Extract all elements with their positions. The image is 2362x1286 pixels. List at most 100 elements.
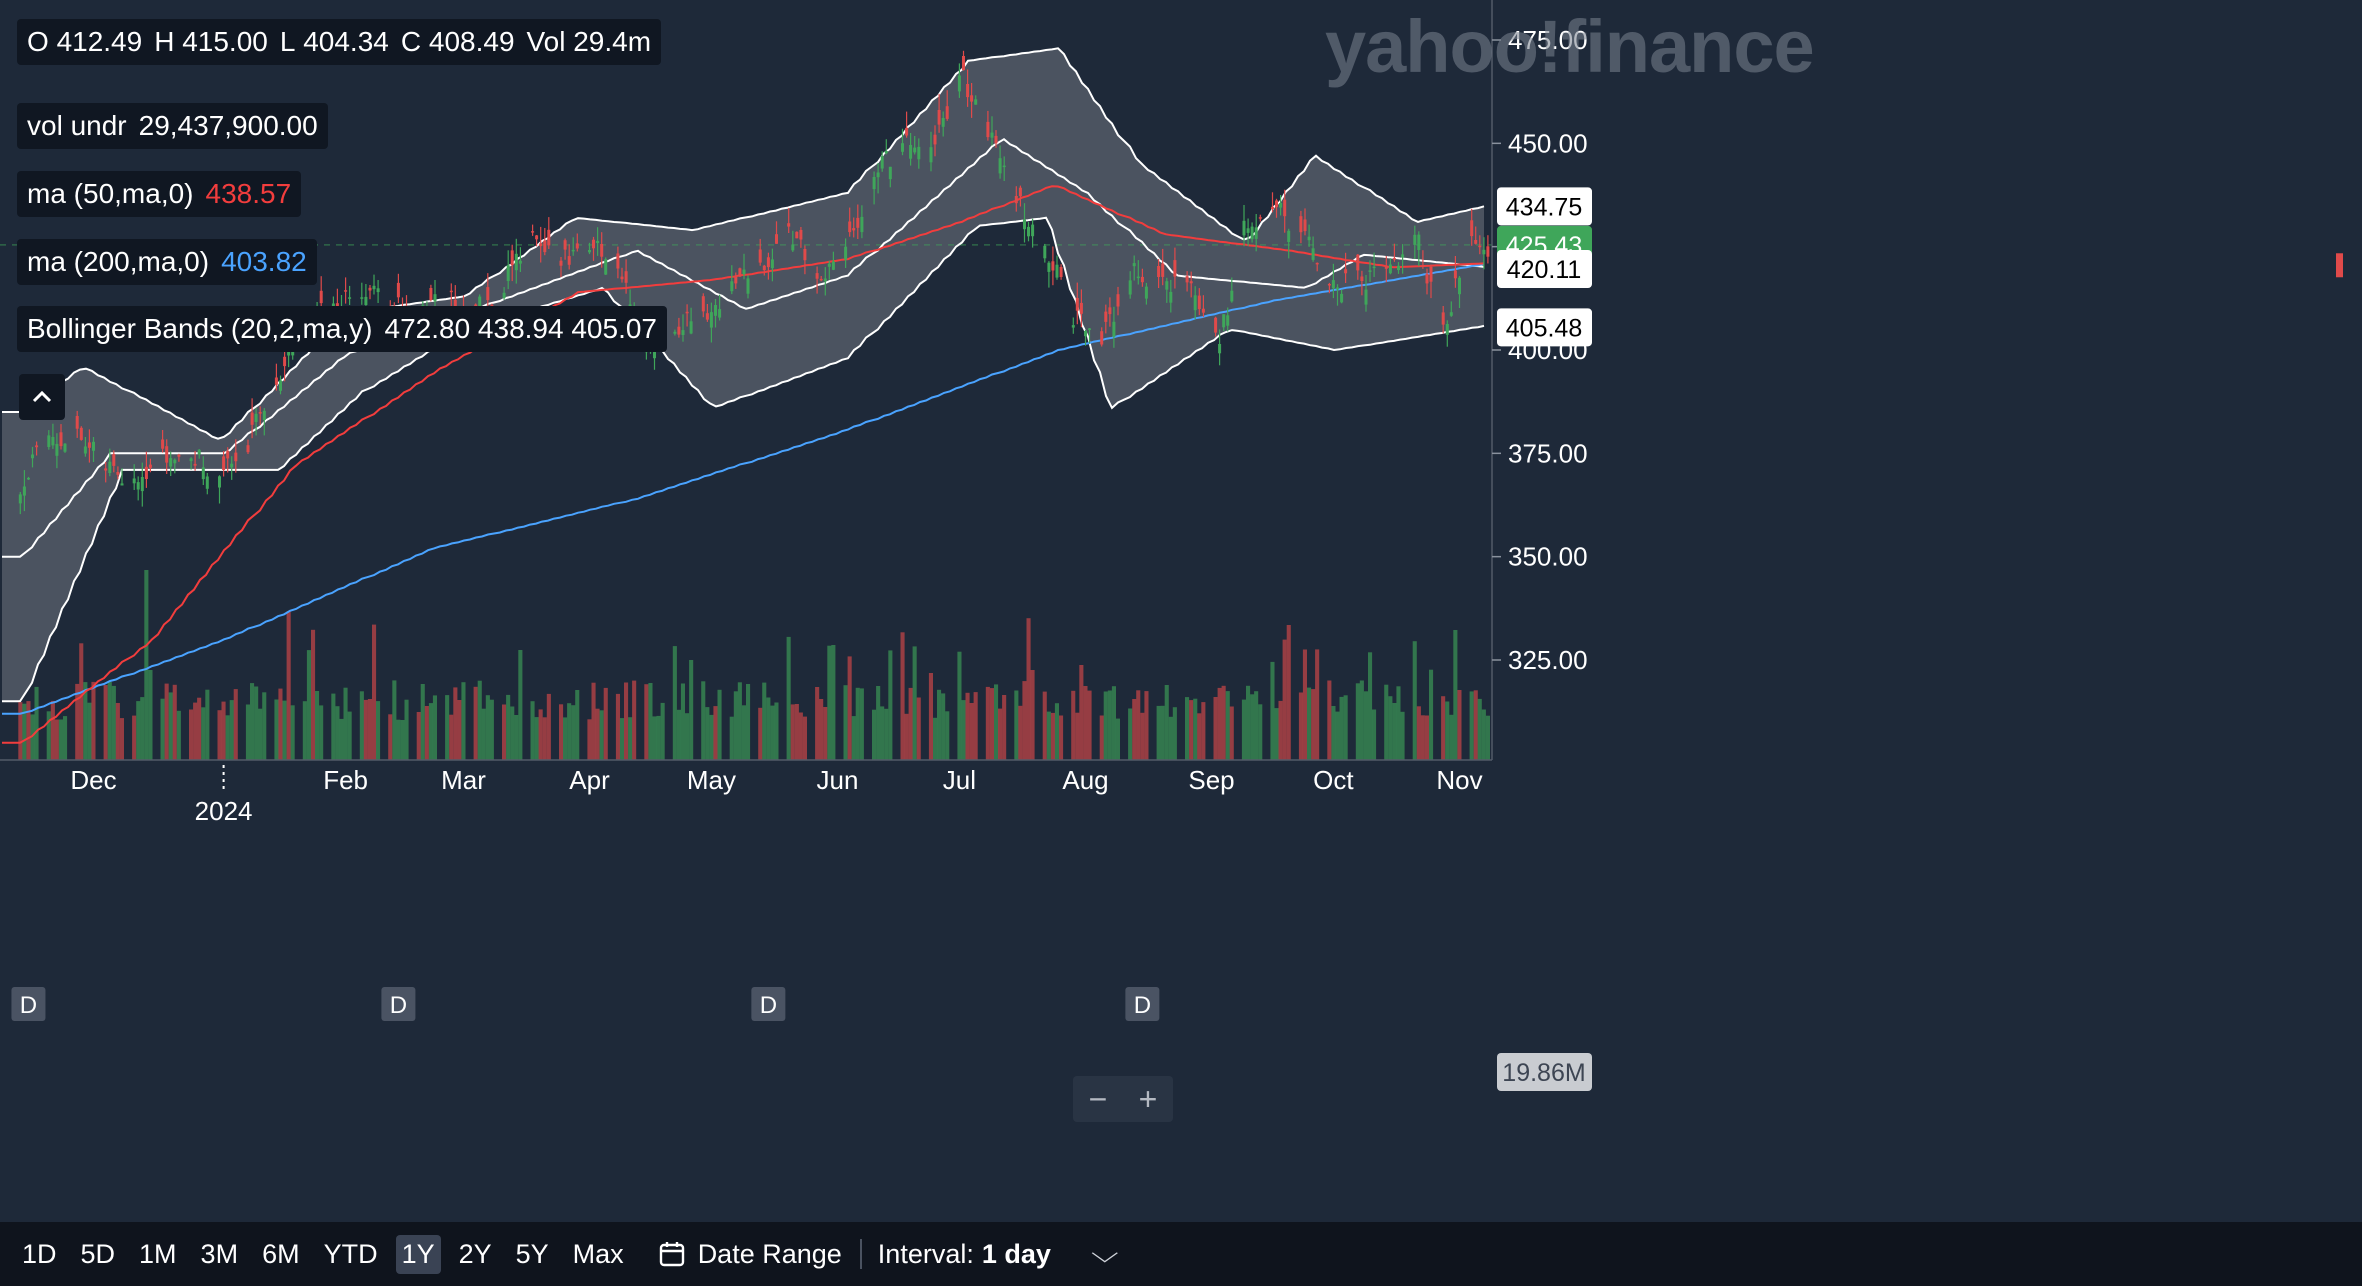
candle-body <box>55 443 59 456</box>
candle-body <box>75 416 79 429</box>
volume-bar <box>115 703 120 760</box>
zoom-in-button[interactable]: + <box>1138 1080 1158 1117</box>
range-1d-button[interactable]: 1D <box>22 1238 57 1269</box>
volume-bar <box>798 712 803 760</box>
indicator-vol-undr[interactable]: vol undr 29,437,900.00 <box>17 103 328 149</box>
volume-value: 29.4m <box>573 26 652 57</box>
candle-body <box>1043 245 1047 259</box>
interval-label: Interval: <box>877 1238 974 1269</box>
candle-body <box>1384 265 1388 269</box>
candle-body <box>1413 234 1417 245</box>
indicator-ma200[interactable]: ma (200,ma,0) 403.82 <box>17 239 317 285</box>
interval-select[interactable]: Interval: 1 day ⌵ <box>877 1238 1119 1270</box>
collapse-indicators-button[interactable] <box>19 374 65 420</box>
dividend-marker <box>1125 987 1160 1021</box>
candle-body <box>1222 314 1226 328</box>
volume-bar <box>957 651 962 760</box>
candle-body <box>1246 228 1250 233</box>
candle-body <box>144 466 148 479</box>
candle-body <box>966 84 970 98</box>
volume-bar <box>1429 669 1434 760</box>
dividend-marker <box>751 987 786 1021</box>
volume-bar <box>453 687 458 760</box>
candle-body <box>1140 276 1144 283</box>
candle-body <box>571 249 575 252</box>
candle-body <box>1018 187 1022 197</box>
range-6m-button[interactable]: 6M <box>262 1238 300 1269</box>
dividend-marker-label: D <box>20 992 37 1019</box>
indicator-value: 438.57 <box>205 178 292 209</box>
price-chart[interactable]: 475.00450.00425.00400.00375.00350.00325.… <box>0 0 2362 1222</box>
candle-body <box>994 135 998 144</box>
bollinger-lower-line <box>2 216 1485 703</box>
volume-bar <box>713 706 718 760</box>
range-1y-button[interactable]: 1Y <box>395 1234 441 1274</box>
candle-body <box>506 265 510 281</box>
candle-body <box>1128 280 1132 295</box>
indicator-bollinger[interactable]: Bollinger Bands (20,2,ma,y) 472.80 438.94… <box>17 306 667 352</box>
candle-body <box>1185 276 1189 283</box>
range-max-button[interactable]: Max <box>572 1238 624 1269</box>
range-5y-button[interactable]: 5Y <box>515 1238 549 1269</box>
price-tag-ma50 <box>1497 249 1592 288</box>
volume-bar <box>363 699 368 760</box>
volume-bar <box>1485 715 1490 760</box>
range-ytd-button[interactable]: YTD <box>323 1238 378 1269</box>
volume-bar <box>1185 697 1190 760</box>
candle-body <box>1088 328 1091 330</box>
volume-bar <box>1132 699 1137 760</box>
candle-body <box>108 461 112 473</box>
volume-bar <box>1416 706 1421 760</box>
price-tick-label: 350.00 <box>1508 542 1588 572</box>
range-5d-button[interactable]: 5D <box>80 1238 116 1269</box>
volume-bar <box>774 702 779 760</box>
volume-bar <box>343 687 348 760</box>
range-3m-button[interactable]: 3M <box>200 1238 239 1269</box>
volume-bar <box>1083 686 1088 760</box>
candle-body <box>83 446 87 454</box>
candle-body <box>1218 344 1222 354</box>
ma50-tag-marker <box>2336 253 2343 278</box>
volume-bar <box>587 719 592 760</box>
volume-bar <box>424 706 429 760</box>
volume-bar <box>1286 625 1291 760</box>
volume-bar <box>63 716 68 760</box>
volume-bar <box>1355 683 1360 760</box>
volume-bar <box>1079 665 1084 760</box>
candle-body <box>1161 263 1165 277</box>
volume-bar <box>660 702 665 760</box>
volume-bar <box>1469 691 1474 760</box>
volume-bar <box>58 719 63 760</box>
volume-bar <box>22 703 27 760</box>
indicator-label: ma (200,ma,0) <box>27 246 210 277</box>
volume-bar <box>530 701 535 760</box>
candle-body <box>539 243 543 247</box>
volume-bar <box>1335 711 1340 760</box>
volume-bar <box>404 699 409 760</box>
volume-bar <box>400 720 405 760</box>
volume-bar <box>274 699 279 760</box>
volume-bar <box>132 715 137 760</box>
zoom-out-button[interactable]: − <box>1088 1080 1108 1117</box>
ohlc-readout: O 412.49 H 415.00 L 404.34 C 408.49 Vol … <box>17 19 662 65</box>
candle-body <box>827 263 831 267</box>
volume-bar <box>461 682 466 760</box>
toolbar-divider <box>859 1239 862 1269</box>
high-label: H <box>154 26 175 57</box>
indicator-ma50[interactable]: ma (50,ma,0) 438.57 <box>17 171 302 217</box>
range-2y-button[interactable]: 2Y <box>458 1238 492 1269</box>
volume-bar <box>1457 690 1462 760</box>
volume-bar <box>193 702 198 760</box>
volume-bar <box>87 702 92 760</box>
range-1m-button[interactable]: 1M <box>139 1238 177 1269</box>
volume-bar <box>79 643 84 760</box>
volume-bar <box>937 689 942 760</box>
date-range-label: Date Range <box>697 1238 842 1269</box>
volume-bar <box>473 686 478 760</box>
volume-bar <box>571 705 576 760</box>
date-range-button[interactable]: Date Range <box>658 1239 842 1270</box>
volume-bar <box>50 700 55 760</box>
interval-value: 1 day <box>981 1238 1051 1269</box>
candle-body <box>917 146 921 160</box>
candle-body <box>559 260 563 266</box>
